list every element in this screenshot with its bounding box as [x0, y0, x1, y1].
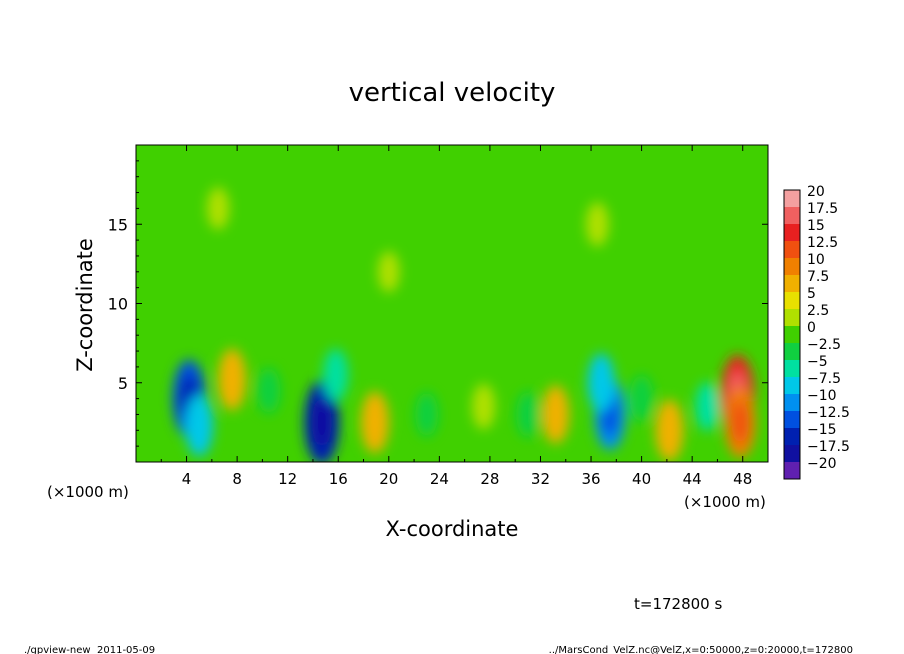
- colorbar-label: −10: [807, 388, 837, 404]
- colorbar-label: −7.5: [807, 371, 841, 387]
- colorbar-swatch: [784, 224, 800, 241]
- colorbar-swatch: [784, 377, 800, 394]
- colorbar-swatch: [784, 275, 800, 292]
- y-tick-label: 10: [108, 295, 128, 314]
- field-cell: [378, 251, 400, 293]
- colorbar-label: −2.5: [807, 337, 841, 353]
- colorbar-label: 7.5: [807, 269, 829, 285]
- field-cell: [516, 391, 540, 438]
- colorbar-swatch: [784, 428, 800, 445]
- colorbar-swatch: [784, 445, 800, 462]
- field-cell: [323, 348, 349, 401]
- x-tick-label: 16: [329, 470, 348, 488]
- field-cell: [207, 187, 230, 230]
- field-cell: [629, 375, 654, 423]
- x-unit-left: (×1000 m): [47, 483, 129, 501]
- x-unit-right: (×1000 m): [684, 493, 766, 511]
- x-tick-label: 28: [480, 470, 499, 488]
- field-cell: [586, 202, 609, 247]
- y-tick-label: 5: [118, 374, 128, 393]
- footer-command: ./gpview-new: [24, 645, 91, 654]
- x-tick-label: 8: [232, 470, 242, 488]
- colorbar-label: −5: [807, 354, 828, 370]
- heatmap-field: [136, 145, 768, 462]
- colorbar-frame: [783, 189, 801, 480]
- colorbar-label: −12.5: [807, 405, 850, 421]
- colorbar-label: 2.5: [807, 303, 829, 319]
- y-axis-label: Z-coordinate: [73, 238, 97, 372]
- x-tick-label: 24: [430, 470, 449, 488]
- field-cell: [587, 353, 615, 412]
- x-tick-label: 4: [182, 470, 192, 488]
- footer-source: ../MarsCond_VelZ.nc@VelZ,x=0:50000,z=0:2…: [549, 645, 853, 654]
- x-tick-label: 40: [632, 470, 651, 488]
- colorbar-swatch: [784, 343, 800, 360]
- colorbar-label: 10: [807, 252, 825, 268]
- y-axis: 5 10 15: [108, 160, 768, 447]
- field-cell: [655, 399, 684, 462]
- colorbar-label: 17.5: [807, 201, 838, 217]
- x-tick-label: 44: [683, 470, 702, 488]
- colorbar-swatch: [784, 190, 800, 207]
- field-cell-core: [731, 401, 749, 444]
- colorbar-swatch: [784, 207, 800, 224]
- colorbar-swatch: [784, 411, 800, 428]
- colorbar-swatch: [784, 462, 800, 479]
- colorbar-label: 15: [807, 218, 825, 234]
- x-axis-label: X-coordinate: [386, 517, 519, 541]
- field-cell-core: [312, 397, 332, 448]
- field-cells: [172, 187, 756, 462]
- field-cell: [695, 382, 720, 431]
- field-cell: [542, 385, 570, 444]
- colorbar-label: −17.5: [807, 439, 850, 455]
- colorbar-label: 12.5: [807, 235, 838, 251]
- field-cell: [218, 348, 247, 411]
- x-tick-label: 20: [379, 470, 398, 488]
- colorbar-swatch: [784, 258, 800, 275]
- colorbar-swatch: [784, 309, 800, 326]
- colorbar-label: −15: [807, 422, 837, 438]
- field-cell: [185, 394, 214, 457]
- colorbar-label: −20: [807, 456, 837, 472]
- colorbar-swatch: [784, 326, 800, 343]
- colorbar-swatch: [784, 292, 800, 309]
- colorbar-label: 0: [807, 320, 816, 336]
- colorbar-swatch: [784, 360, 800, 377]
- field-cell: [360, 391, 389, 454]
- colorbar: 2017.51512.5107.552.50−2.5−5−7.5−10−12.5…: [783, 184, 850, 480]
- colorbar-label: 5: [807, 286, 816, 302]
- chart-title: vertical velocity: [349, 78, 556, 108]
- time-label: t=172800 s: [634, 595, 722, 613]
- field-cell: [415, 392, 438, 437]
- field-cell: [472, 383, 496, 430]
- colorbar-swatch: [784, 394, 800, 411]
- footer-date: 2011-05-09: [97, 645, 155, 654]
- y-tick-label: 15: [108, 215, 128, 234]
- x-tick-label: 36: [581, 470, 600, 488]
- field-cell: [257, 367, 281, 414]
- colorbar-label: 20: [807, 184, 825, 200]
- x-tick-label: 32: [531, 470, 550, 488]
- colorbar-swatch: [784, 241, 800, 258]
- x-axis: 4 8 12 16 20 24 28 32 36 40 44 48: [160, 145, 769, 488]
- x-tick-label: 48: [733, 470, 752, 488]
- x-tick-label: 12: [278, 470, 297, 488]
